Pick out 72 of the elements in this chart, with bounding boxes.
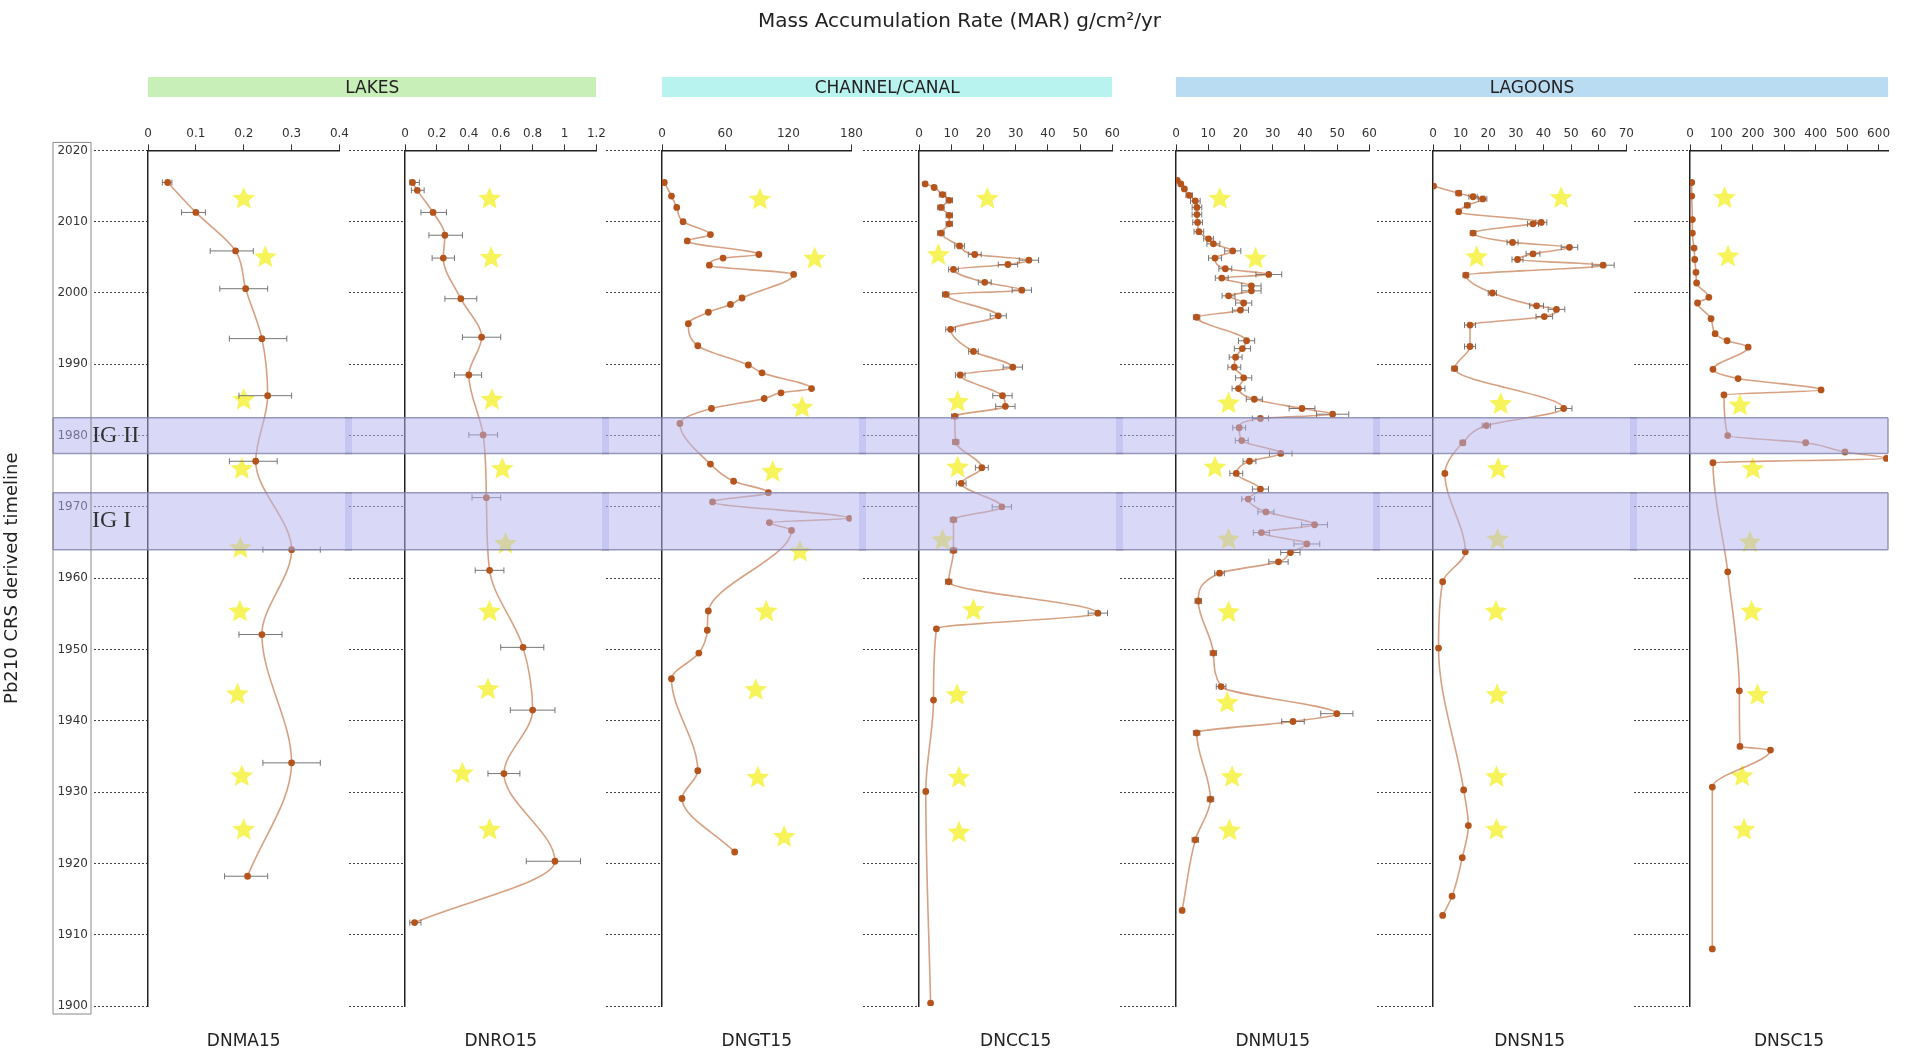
x-tick-label: 1 <box>560 126 569 141</box>
x-tick-label: 0 <box>144 126 152 141</box>
x-tick-label: 30 <box>1508 126 1524 141</box>
x-tick-label: 0.2 <box>427 126 447 141</box>
y-tick-label: 2000 <box>57 285 88 300</box>
text: LAGOONS <box>1176 77 1888 97</box>
x-tick-label: 10 <box>1200 126 1216 141</box>
x-tick-label: 20 <box>1232 126 1249 141</box>
x-tick-label: 0.4 <box>329 126 349 141</box>
x-tick-label: 60 <box>1361 126 1378 141</box>
band-label: IG I <box>92 506 132 533</box>
x-tick-label: 200 <box>1741 126 1765 141</box>
x-tick-label: 120 <box>776 126 800 141</box>
x-tick-label: 0.4 <box>459 126 479 141</box>
x-tick-label: 50 <box>1072 126 1088 141</box>
x-tick-label: 0.8 <box>523 126 543 141</box>
x-tick-label: 40 <box>1535 126 1552 141</box>
x-axis-title: DNMA15 <box>206 1030 281 1050</box>
x-axis-title: DNSC15 <box>1753 1030 1825 1050</box>
y-tick-label: 1950 <box>57 641 88 656</box>
x-tick-label: 70 <box>1618 126 1635 141</box>
y-tick-label: 1980 <box>57 427 88 442</box>
x-tick-label: 10 <box>943 126 959 141</box>
x-axis-title: DNSN15 <box>1494 1030 1566 1050</box>
x-axis-title: DNCC15 <box>980 1030 1052 1050</box>
y-tick-label: 1930 <box>57 784 88 799</box>
x-tick-label: 0.3 <box>282 126 302 141</box>
text: Mass Accumulation Rate (MAR) g/cm²/yr <box>756 8 1163 32</box>
x-tick-label: 60 <box>1104 126 1121 141</box>
x-tick-label: 40 <box>1040 126 1056 141</box>
x-tick-label: 1.2 <box>586 126 606 141</box>
x-tick-label: 0 <box>1686 126 1694 141</box>
y-tick-label: 1940 <box>57 712 88 727</box>
x-tick-label: 10 <box>1452 126 1469 141</box>
y-axis-title: Pb210 CRS derived timeline <box>0 452 22 704</box>
x-axis-title: DNGT15 <box>721 1030 792 1050</box>
x-axis-title: DNMU15 <box>1235 1030 1310 1050</box>
x-tick-label: 300 <box>1772 126 1796 141</box>
y-tick-label: 2020 <box>57 142 88 157</box>
x-tick-label: 50 <box>1563 126 1579 141</box>
x-tick-label: 500 <box>1835 126 1859 141</box>
x-tick-label: 20 <box>1480 126 1496 141</box>
x-tick-label: 60 <box>717 126 733 141</box>
y-tick-label: 1900 <box>57 998 88 1013</box>
x-tick-label: 600 <box>1867 126 1891 141</box>
y-tick-label: 1990 <box>57 356 88 371</box>
x-tick-label: 0.6 <box>491 126 511 141</box>
x-tick-label: 50 <box>1329 126 1345 141</box>
x-tick-label: 60 <box>1591 126 1607 141</box>
text: CHANNEL/CANAL <box>662 77 1113 97</box>
x-tick-label: 30 <box>1265 126 1281 141</box>
x-tick-label: 0 <box>915 126 923 141</box>
y-tick-label: 2010 <box>57 213 88 228</box>
x-tick-label: 20 <box>975 126 992 141</box>
x-tick-label: 0.1 <box>186 126 206 141</box>
x-tick-label: 400 <box>1804 126 1828 141</box>
x-tick-label: 0 <box>1172 126 1180 141</box>
x-tick-label: 180 <box>840 126 863 141</box>
x-tick-label: 30 <box>1008 126 1024 141</box>
x-tick-label: 0 <box>658 126 666 141</box>
band-label: IG II <box>92 420 140 447</box>
x-tick-label: 0 <box>1429 126 1437 141</box>
y-tick-label: 1920 <box>57 855 88 870</box>
x-tick-label: 0.2 <box>234 126 254 141</box>
y-tick-label: 1910 <box>57 926 88 941</box>
x-tick-label: 100 <box>1709 126 1733 141</box>
y-tick-label: 1960 <box>57 570 88 585</box>
text: LAKES <box>148 77 597 97</box>
y-tick-label: 1970 <box>57 499 88 514</box>
x-tick-label: 0 <box>401 126 409 141</box>
x-tick-label: 40 <box>1297 126 1313 141</box>
x-axis-title: DNRO15 <box>464 1030 538 1050</box>
